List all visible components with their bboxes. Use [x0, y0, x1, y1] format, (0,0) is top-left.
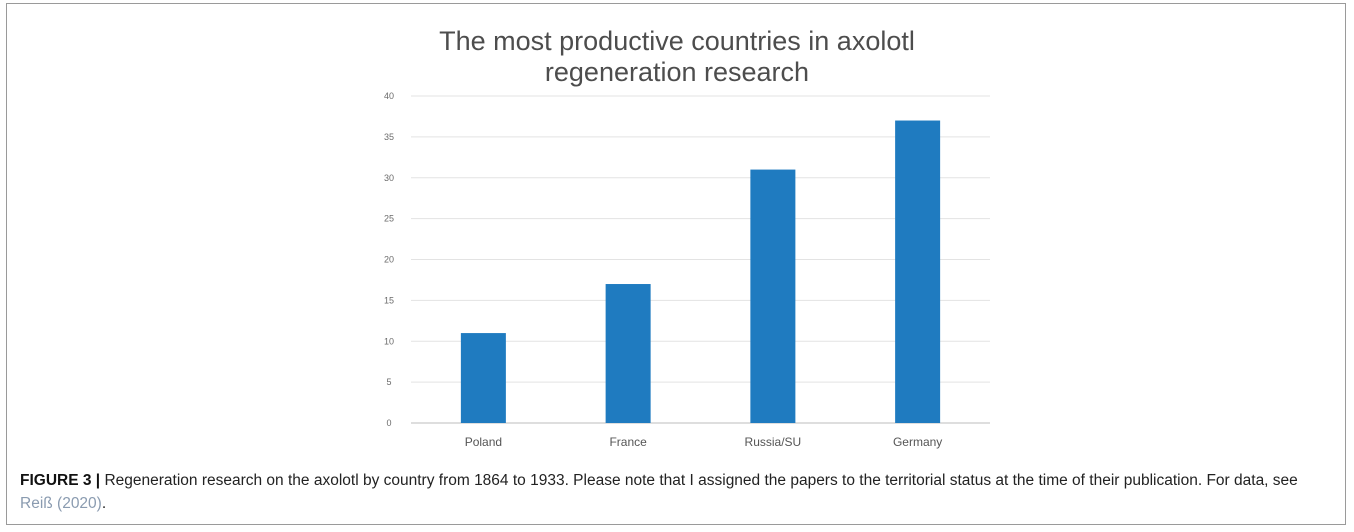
- x-tick-label: Poland: [465, 435, 502, 449]
- y-tick-label: 5: [386, 377, 391, 387]
- chart-title-line-1: The most productive countries in axolotl: [439, 26, 915, 56]
- chart-title-line-2: regeneration research: [544, 57, 810, 87]
- y-tick-label: 40: [384, 91, 394, 101]
- y-tick-label: 10: [384, 336, 394, 346]
- figure-frame: The most productive countries in axolotl…: [6, 3, 1346, 525]
- caption-reference-link[interactable]: Reiß (2020): [20, 495, 102, 512]
- y-tick-label: 20: [384, 255, 394, 265]
- figure-caption: FIGURE 3 | Regeneration research on the …: [20, 469, 1330, 515]
- bar: [750, 169, 796, 423]
- figure-label: FIGURE 3 |: [20, 472, 101, 489]
- caption-text: Regeneration research on the axolotl by …: [100, 472, 1298, 489]
- bar: [605, 284, 651, 423]
- y-tick-label: 15: [384, 295, 394, 305]
- chart: The most productive countries in axolotl…: [7, 4, 1347, 464]
- x-tick-label: Russia/SU: [745, 435, 802, 449]
- x-tick-label: France: [609, 435, 647, 449]
- y-tick-label: 0: [386, 418, 391, 428]
- y-tick-label: 30: [384, 173, 394, 183]
- bar: [895, 120, 941, 424]
- chart-title: The most productive countries in axolotl…: [257, 26, 1097, 88]
- y-tick-label: 35: [384, 132, 394, 142]
- y-tick-label: 25: [384, 214, 394, 224]
- x-tick-label: Germany: [893, 435, 942, 449]
- bar: [460, 333, 506, 423]
- caption-end: .: [101, 495, 107, 512]
- bar-chart-svg: 0 5 10 15 20 25 30 35 40 Poland France Russia/SU Ger…: [384, 91, 990, 449]
